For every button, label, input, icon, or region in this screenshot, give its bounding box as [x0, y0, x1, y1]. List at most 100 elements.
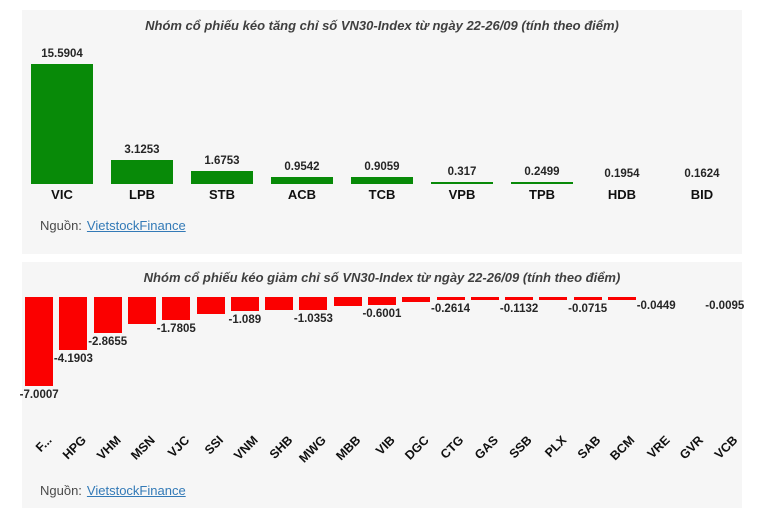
bar-cell-VRE: -0.0449: [637, 297, 676, 313]
source-label: Nguồn:: [40, 483, 82, 498]
value-label-VIC: 15.5904: [41, 48, 83, 60]
axis-cell-TPB: TPB: [502, 186, 582, 204]
source-link[interactable]: VietstockFinance: [86, 483, 186, 498]
bar-cell-VHM: -2.8655: [88, 297, 127, 349]
x-axis-label-VJC: VJC: [165, 433, 193, 461]
bar-F...: [25, 297, 54, 386]
decliners-chart-title: Nhóm cổ phiếu kéo giảm chỉ số VN30-Index…: [143, 270, 621, 285]
bar-cell-MSN: [125, 297, 159, 324]
bar-cell-VNM: -1.089: [228, 297, 262, 327]
axis-cell-VJC: VJC: [159, 415, 193, 469]
axis-cell-GAS: GAS: [468, 415, 502, 469]
source-link[interactable]: VietstockFinance: [86, 218, 186, 233]
x-axis-label-VNM: VNM: [231, 433, 261, 463]
x-axis-label-VPB: VPB: [448, 187, 476, 202]
x-axis-label-MSN: MSN: [128, 433, 158, 463]
x-axis-label-ACB: ACB: [287, 187, 317, 202]
axis-cell-ACB: ACB: [262, 186, 342, 204]
bar-LPB: [111, 159, 173, 184]
axis-cell-DGC: DGC: [399, 415, 433, 469]
x-axis-label-HPG: HPG: [60, 433, 90, 463]
value-label-HPG: -4.1903: [53, 353, 93, 366]
value-label-SAB: -0.0715: [568, 303, 608, 315]
axis-cell-PLX: PLX: [536, 415, 570, 469]
axis-cell-VPB: VPB: [422, 186, 502, 204]
bar-cell-MBB: [331, 297, 365, 306]
x-axis-label-LPB: LPB: [129, 187, 155, 202]
value-label-VNM: -1.089: [228, 313, 262, 326]
axis-cell-HDB: HDB: [582, 186, 662, 204]
x-axis-label-GVR: GVR: [677, 433, 707, 463]
value-label-VIB: -0.6001: [362, 307, 402, 320]
x-axis-label-SSB: SSB: [506, 433, 536, 462]
bar-cell-VIC: 15.5904: [22, 38, 102, 184]
axis-cell-VRE: VRE: [639, 415, 673, 469]
x-axis-label-MWG: MWG: [296, 433, 330, 466]
x-axis-label-HDB: HDB: [607, 187, 637, 202]
value-label-VPB: 0.317: [447, 165, 477, 178]
axis-cell-MWG: MWG: [296, 415, 330, 469]
axis-cell-SSI: SSI: [193, 415, 227, 469]
axis-cell-STB: STB: [182, 186, 262, 204]
bar-VJC: [162, 297, 191, 320]
value-label-LPB: 3.1253: [124, 143, 160, 156]
x-axis-label-VRE: VRE: [644, 433, 673, 462]
value-label-STB: 1.6753: [204, 155, 240, 168]
bar-cell-VJC: -1.7805: [157, 297, 196, 336]
x-axis-label-SSI: SSI: [202, 433, 227, 458]
gainers-plot-area: 15.5904 3.1253 1.6753 0.9542 0.9059 0.317 0.24…: [22, 38, 742, 184]
axis-cell-MBB: MBB: [331, 415, 365, 469]
axis-cell-SAB: SAB: [571, 415, 605, 469]
bar-cell-VIB: -0.6001: [362, 297, 402, 321]
bar-VHM: [93, 297, 122, 334]
axis-cell-VHM: VHM: [91, 415, 125, 469]
bar-cell-SAB: -0.0715: [568, 297, 608, 316]
axis-cell-CTG: CTG: [433, 415, 467, 469]
value-label-ACB: 0.9542: [284, 160, 320, 173]
value-label-TCB: 0.9059: [364, 161, 400, 173]
decliners-chart-panel: Nhóm cổ phiếu kéo giảm chỉ số VN30-Index…: [20, 262, 744, 508]
bar-VIB: [367, 297, 396, 305]
source-label: Nguồn:: [40, 218, 82, 233]
bar-cell-TPB: 0.2499: [502, 38, 582, 184]
x-axis-label-PLX: PLX: [542, 433, 570, 461]
x-axis-label-VIB: VIB: [373, 433, 398, 458]
bar-MBB: [333, 297, 362, 306]
bar-ACB: [271, 176, 333, 184]
bar-VPB: [431, 181, 493, 184]
value-label-CTG: -0.2614: [431, 303, 471, 316]
x-axis-label-GAS: GAS: [471, 433, 501, 463]
bar-cell-MWG: -1.0353: [293, 297, 333, 326]
bar-cell-HPG: -4.1903: [53, 297, 93, 366]
bar-cell-HDB: 0.1954: [582, 38, 662, 184]
axis-cell-LPB: LPB: [102, 186, 182, 204]
value-label-BID: 0.1624: [684, 168, 720, 180]
x-axis-label-VHM: VHM: [94, 433, 124, 463]
bar-MWG: [299, 297, 328, 311]
x-axis-label-SHB: SHB: [266, 433, 296, 462]
axis-cell-VCB: VCB: [708, 415, 742, 469]
bar-PLX: [539, 297, 568, 300]
value-label-TPB: 0.2499: [524, 166, 560, 178]
bar-GAS: [470, 297, 499, 300]
gainers-x-axis: VIC LPB STB ACB TCB VPB TPB HDB BID: [22, 186, 742, 204]
bar-cell-F...: -7.0007: [20, 297, 59, 402]
x-axis-label-TPB: TPB: [529, 187, 555, 202]
value-label-MWG: -1.0353: [293, 313, 333, 326]
bar-cell-VPB: 0.317: [422, 38, 502, 184]
decliners-plot-area: -7.0007 -4.1903 -2.8655 -1.7805 -1.089 -1.035…: [20, 297, 744, 409]
gainers-source-line: Nguồn: VietstockFinance: [40, 218, 742, 234]
x-axis-label-SAB: SAB: [575, 433, 604, 462]
value-label-SSB: -0.1132: [499, 303, 539, 315]
axis-cell-VIC: VIC: [22, 186, 102, 204]
x-axis-label-BID: BID: [690, 187, 714, 202]
bar-cell-PLX: [536, 297, 570, 300]
axis-cell-F...: F...: [22, 415, 56, 469]
bar-cell-SHB: [262, 297, 296, 311]
bar-cell-BID: 0.1624: [662, 38, 742, 184]
bar-MSN: [127, 297, 156, 324]
bar-cell-SSI: [193, 297, 227, 314]
bar-cell-STB: 1.6753: [182, 38, 262, 184]
bar-cell-ACB: 0.9542: [262, 38, 342, 184]
